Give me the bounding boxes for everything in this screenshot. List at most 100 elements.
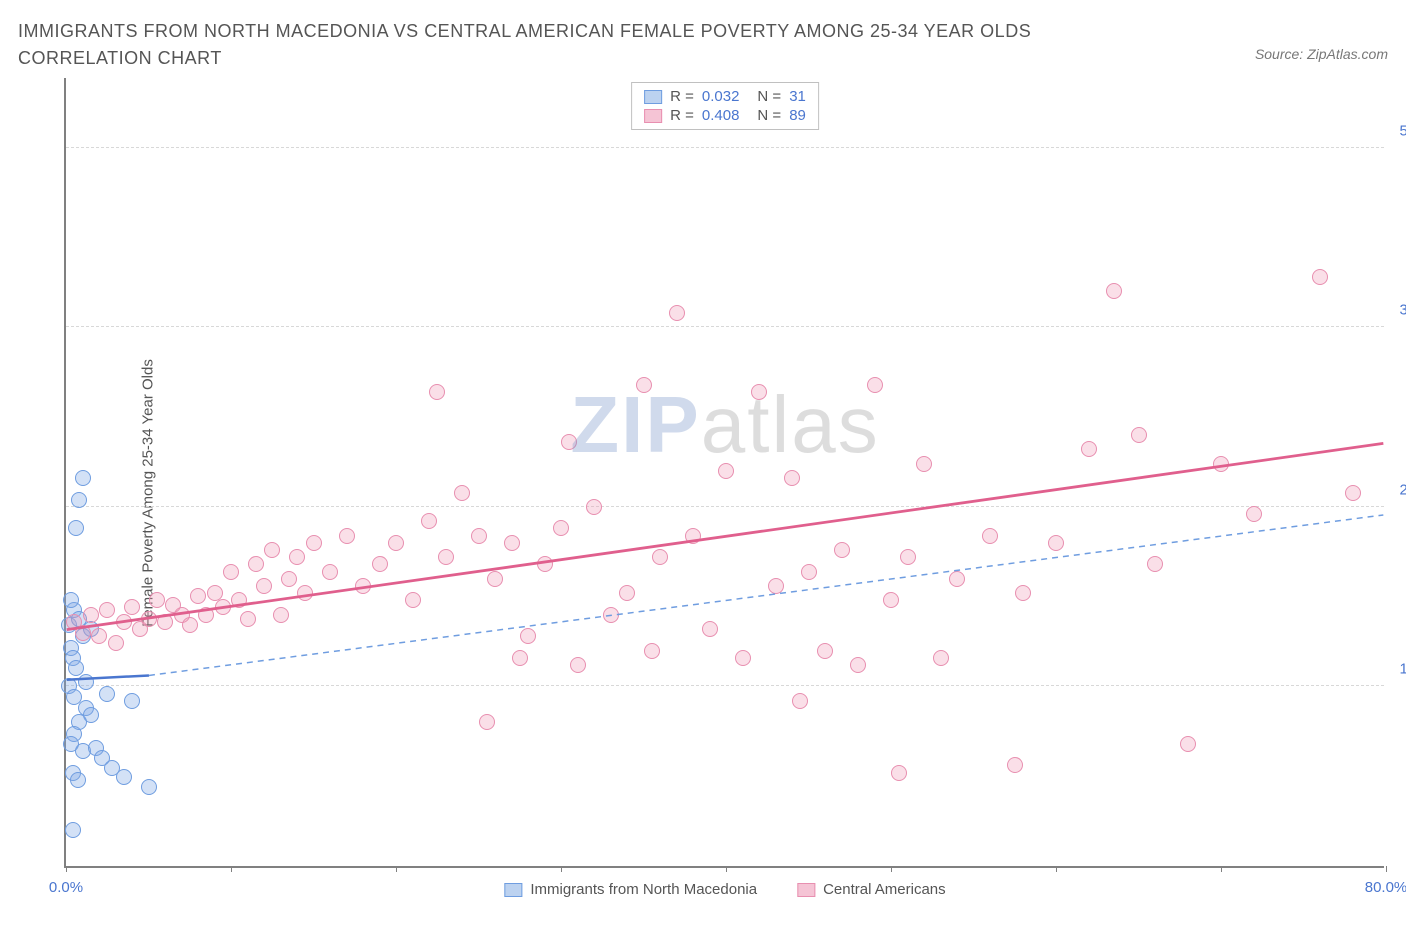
data-point — [182, 617, 198, 633]
data-point — [891, 765, 907, 781]
data-point — [429, 384, 445, 400]
data-point — [537, 556, 553, 572]
data-point — [561, 434, 577, 450]
n-label: N = — [757, 88, 781, 105]
data-point — [75, 625, 91, 641]
data-point — [273, 607, 289, 623]
data-point — [339, 528, 355, 544]
data-point — [264, 542, 280, 558]
y-tick-label: 25.0% — [1388, 481, 1406, 498]
r-value-series-a: 0.032 — [702, 88, 740, 105]
data-point — [685, 528, 701, 544]
data-point — [149, 592, 165, 608]
data-point — [619, 585, 635, 601]
data-point — [520, 628, 536, 644]
data-point — [223, 564, 239, 580]
r-value-series-b: 0.408 — [702, 107, 740, 124]
x-tick-label: 80.0% — [1365, 879, 1406, 896]
data-point — [215, 599, 231, 615]
data-point — [784, 470, 800, 486]
data-point — [248, 556, 264, 572]
data-point — [322, 564, 338, 580]
data-point — [83, 607, 99, 623]
data-point — [124, 693, 140, 709]
data-point — [68, 660, 84, 676]
x-tick — [561, 866, 562, 872]
data-point — [438, 549, 454, 565]
n-value-series-b: 89 — [789, 107, 806, 124]
data-point — [1015, 585, 1031, 601]
n-label: N = — [757, 107, 781, 124]
data-point — [933, 650, 949, 666]
data-point — [553, 520, 569, 536]
legend-label-series-b: Central Americans — [823, 881, 946, 898]
data-point — [1246, 506, 1262, 522]
data-point — [281, 571, 297, 587]
data-point — [850, 657, 866, 673]
data-point — [1131, 427, 1147, 443]
data-point — [63, 592, 79, 608]
data-point — [1048, 535, 1064, 551]
data-point — [231, 592, 247, 608]
data-point — [900, 549, 916, 565]
data-point — [124, 599, 140, 615]
data-point — [306, 535, 322, 551]
data-point — [99, 686, 115, 702]
x-tick — [891, 866, 892, 872]
data-point — [256, 578, 272, 594]
data-point — [141, 611, 157, 627]
source-label: Source: ZipAtlas.com — [1255, 46, 1388, 62]
data-point — [421, 513, 437, 529]
data-point — [1106, 283, 1122, 299]
data-point — [644, 643, 660, 659]
data-point — [157, 614, 173, 630]
chart-title: IMMIGRANTS FROM NORTH MACEDONIA VS CENTR… — [18, 18, 1118, 72]
x-tick — [1221, 866, 1222, 872]
data-point — [487, 571, 503, 587]
legend-swatch-series-a — [504, 883, 522, 897]
data-point — [586, 499, 602, 515]
data-point — [834, 542, 850, 558]
data-point — [405, 592, 421, 608]
gridline — [66, 147, 1384, 148]
data-point — [141, 779, 157, 795]
data-point — [78, 674, 94, 690]
data-point — [512, 650, 528, 666]
watermark-zip: ZIP — [570, 380, 700, 469]
r-label: R = — [670, 107, 694, 124]
x-tick — [66, 866, 67, 872]
data-point — [1180, 736, 1196, 752]
data-point — [75, 470, 91, 486]
data-point — [388, 535, 404, 551]
gridline — [66, 685, 1384, 686]
data-point — [916, 456, 932, 472]
series-legend: Immigrants from North Macedonia Central … — [504, 881, 945, 898]
stats-row-series-b: R = 0.408 N = 89 — [644, 106, 806, 125]
data-point — [1147, 556, 1163, 572]
data-point — [883, 592, 899, 608]
legend-label-series-a: Immigrants from North Macedonia — [530, 881, 757, 898]
data-point — [190, 588, 206, 604]
data-point — [479, 714, 495, 730]
plot-area: ZIPatlas R = 0.032 N = 31 R = 0.408 N = … — [64, 78, 1384, 868]
data-point — [603, 607, 619, 623]
data-point — [116, 769, 132, 785]
data-point — [792, 693, 808, 709]
data-point — [297, 585, 313, 601]
x-tick — [726, 866, 727, 872]
data-point — [735, 650, 751, 666]
data-point — [1081, 441, 1097, 457]
data-point — [70, 772, 86, 788]
n-value-series-a: 31 — [789, 88, 806, 105]
data-point — [718, 463, 734, 479]
data-point — [71, 492, 87, 508]
data-point — [1345, 485, 1361, 501]
watermark: ZIPatlas — [570, 379, 879, 471]
legend-item-series-b: Central Americans — [797, 881, 946, 898]
stats-legend: R = 0.032 N = 31 R = 0.408 N = 89 — [631, 82, 819, 130]
data-point — [65, 822, 81, 838]
header: IMMIGRANTS FROM NORTH MACEDONIA VS CENTR… — [18, 18, 1388, 72]
data-point — [636, 377, 652, 393]
data-point — [652, 549, 668, 565]
x-tick-label: 0.0% — [49, 879, 83, 896]
